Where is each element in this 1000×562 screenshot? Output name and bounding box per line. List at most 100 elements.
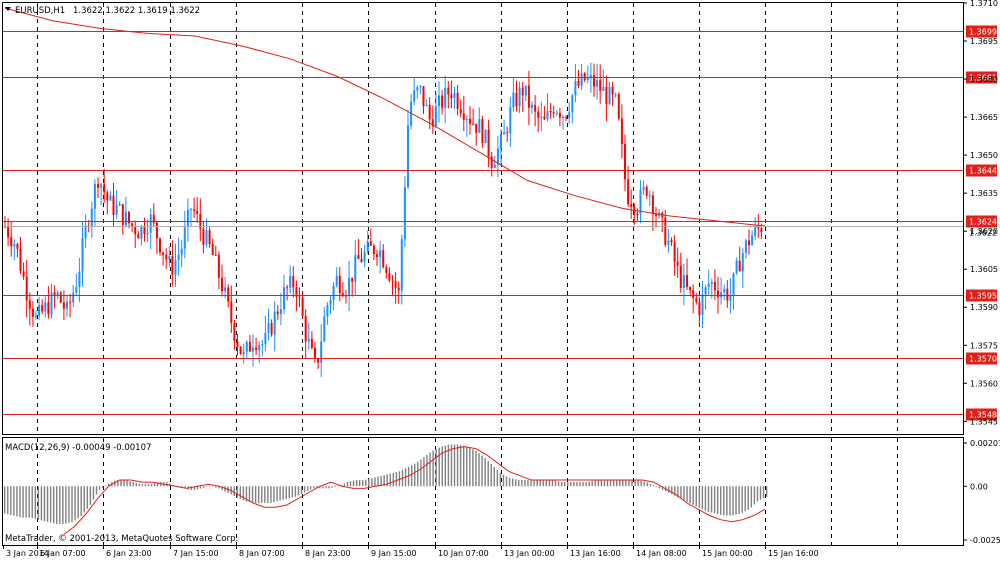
candle-body [717, 290, 719, 298]
macd-bar [153, 483, 156, 487]
macd-bar [77, 486, 79, 519]
macd-bar [502, 474, 505, 487]
candle-body [562, 116, 564, 118]
macd-bar [310, 486, 312, 490]
candle-body [134, 225, 137, 235]
macd-bar [747, 486, 749, 510]
macd-bar [536, 480, 538, 487]
candle-body [38, 305, 41, 316]
price-level-label: 1.3699 [969, 28, 997, 37]
candle-body [667, 240, 670, 245]
macd-bar [166, 482, 168, 487]
candle-body [118, 204, 121, 206]
macd-bar [533, 480, 535, 487]
candle-body [459, 108, 462, 114]
price-panel[interactable]: 1.3699 1.3681 1.3644 1.3624 1.3595 1.3570 1.35… [2, 0, 999, 435]
macd-bar [570, 482, 572, 487]
dropdown-triangle-icon[interactable] [5, 7, 11, 11]
candle-body [574, 80, 577, 96]
candle-body [645, 187, 648, 196]
price-levels[interactable]: 1.3699 1.3681 1.3644 1.3624 1.3595 1.3570 1.35… [3, 25, 997, 421]
candle-body [487, 129, 490, 157]
candle-body [500, 134, 502, 149]
candle-body [428, 105, 431, 120]
macd-bar [625, 480, 627, 487]
candle-body [589, 75, 592, 78]
candle-body [444, 87, 447, 108]
macd-bar [126, 480, 128, 487]
macd-bar [735, 486, 737, 515]
macd-axis: 0.00207 0.00 -0.00257 [963, 439, 1000, 545]
price-axis-label: 1.3590 [970, 303, 998, 312]
macd-bar [251, 486, 254, 503]
macd-bar [285, 486, 287, 500]
macd-bar [395, 472, 398, 487]
price-level-badge [966, 408, 997, 421]
macd-bar [655, 486, 658, 487]
candle-body [190, 209, 192, 211]
macd-bar [652, 485, 655, 487]
macd-bar [95, 486, 98, 495]
macd-bar [371, 478, 373, 487]
macd-bar [429, 452, 431, 487]
candle-body [363, 251, 366, 262]
price-axis-label: 1.3620 [970, 227, 998, 236]
macd-bar [114, 480, 116, 487]
chart-symbol: EURUSD,H1 [15, 6, 65, 16]
macd-bar [738, 486, 740, 514]
price-axis-label: 1.3635 [970, 189, 998, 198]
macd-bar [680, 486, 682, 499]
candle-body [44, 302, 47, 312]
candle-body [78, 271, 81, 288]
macd-bar [233, 486, 235, 496]
candle-body [686, 275, 688, 287]
macd-bar [383, 475, 385, 487]
candle-body [552, 112, 555, 114]
candle-body [475, 123, 478, 133]
candle-body [93, 183, 96, 209]
macd-bar [674, 486, 676, 496]
candle-body [614, 94, 617, 96]
candle-body [655, 214, 657, 217]
macd-header: MACD(12,26,9) -0.00049 -0.00107 [5, 443, 151, 453]
macd-bar [643, 481, 645, 487]
macd-bar [432, 450, 434, 487]
time-axis-label: 14 Jan 08:00 [636, 549, 687, 558]
macd-bar [606, 480, 609, 487]
candle-body [267, 323, 270, 333]
candle-body [571, 95, 574, 113]
macd-bar [487, 460, 489, 487]
macd-bar [671, 486, 673, 495]
candle-body [59, 292, 62, 303]
macd-bar [527, 480, 529, 487]
candle-body [670, 240, 673, 243]
macd-bar [215, 486, 217, 488]
macd-bar [144, 484, 147, 487]
candle-body [397, 287, 400, 291]
candle-body [298, 296, 301, 298]
candle-body [174, 260, 177, 275]
macd-signal-line [63, 446, 766, 535]
candle-body [224, 287, 227, 292]
macd-bar [71, 486, 73, 523]
macd-bar [4, 486, 6, 514]
macd-bar [380, 475, 382, 487]
macd-bar [147, 484, 150, 487]
macd-bar [138, 483, 141, 487]
candle-body [22, 271, 25, 277]
macd-bar [410, 465, 413, 487]
candle-body [146, 232, 149, 235]
macd-bar [466, 446, 468, 487]
candle-body [524, 85, 527, 96]
candle-body [413, 90, 416, 102]
candle-body [379, 250, 382, 258]
macd-bar [686, 486, 688, 502]
time-axis-label: 15 Jan 16:00 [768, 549, 819, 558]
candle-body [521, 87, 524, 96]
macd-panel[interactable]: 0.00207 0.00 -0.00257 MACD(12,26,9) -0.000… [2, 437, 1000, 546]
candle-body [624, 144, 626, 180]
macd-bar [389, 473, 391, 487]
macd-bar [282, 486, 284, 500]
